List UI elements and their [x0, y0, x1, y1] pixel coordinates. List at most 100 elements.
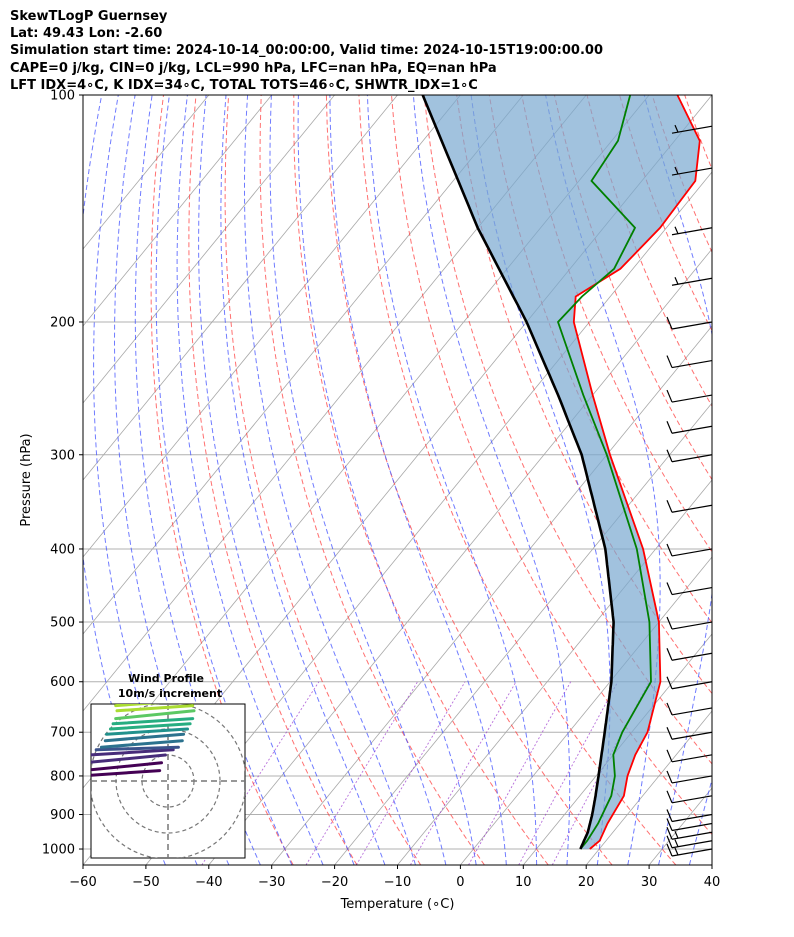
wind-barb-staff [671, 454, 713, 463]
wind-barb-staff [671, 586, 713, 596]
hodograph-segment [114, 704, 160, 708]
hodograph-title: Wind Profile [128, 672, 204, 685]
wind-barb-half-flag [674, 226, 679, 234]
hodograph-segment [91, 769, 162, 777]
wind-barb [671, 276, 713, 286]
wind-barb [666, 835, 713, 849]
y-tick-label: 400 [50, 542, 75, 557]
isotherm-line [397, 479, 712, 865]
x-axis-label: Temperature (∘C) [340, 897, 455, 912]
hodograph-segment [91, 753, 167, 764]
wind-barb-staff [671, 504, 713, 513]
wind-barb-staff [671, 840, 713, 849]
wind-barb [666, 389, 713, 403]
wind-barb-staff [671, 795, 713, 804]
x-tick-label: 30 [641, 875, 658, 890]
isotherm-line [585, 710, 712, 865]
x-tick-label: −20 [321, 875, 348, 890]
x-tick-label: 40 [704, 875, 721, 890]
x-tick-label: −40 [195, 875, 222, 890]
mixing-ratio-line [518, 681, 619, 865]
wind-barb-flag [666, 809, 673, 822]
wind-barb-staff [671, 227, 713, 236]
wind-barb [671, 124, 713, 134]
dry-adiabat [259, 95, 485, 865]
dry-adiabat [750, 95, 794, 865]
wind-barbs [666, 124, 713, 857]
dry-adiabat [188, 95, 358, 865]
y-tick-label: 1000 [42, 843, 75, 858]
moist-adiabat [198, 95, 355, 865]
isotherm-line [145, 171, 712, 865]
wind-barb-half-flag [674, 839, 679, 847]
wind-barb-staff [671, 359, 713, 369]
wind-barb-half-flag [674, 124, 679, 133]
wind-barb-staff [671, 621, 713, 630]
wind-barb [666, 843, 713, 857]
wind-barb [666, 676, 713, 690]
title-times: Simulation start time: 2024-10-14_00:00:… [10, 43, 603, 59]
wind-barb [666, 790, 713, 804]
wind-barb-staff [671, 754, 713, 763]
wind-barb-flag [666, 316, 673, 330]
title-indices-line: LFT IDX=4∘C, K IDX=34∘C, TOTAL TOTS=46∘C… [10, 77, 478, 93]
wind-barb-flag [666, 843, 673, 857]
mixing-ratio-line [305, 681, 418, 865]
wind-barb [666, 648, 713, 661]
mixing-ratio-line [551, 681, 650, 865]
wind-barb-flag [666, 749, 673, 763]
wind-barb-staff [671, 652, 713, 661]
wind-barb-flag [666, 355, 673, 368]
hodograph-segment [103, 732, 186, 743]
wind-barb-half-flag [674, 830, 679, 839]
moist-adiabat [220, 95, 386, 865]
wind-barb-staff [671, 831, 713, 840]
wind-barb-flag [666, 676, 673, 689]
title-station: SkewTLogP Guernsey [10, 9, 168, 24]
wind-barb-flag [666, 500, 673, 513]
chart-title-block: SkewTLogP Guernsey Lat: 49.43 Lon: -2.60… [10, 8, 603, 94]
wind-barb [666, 500, 713, 513]
wind-barb-staff [671, 167, 713, 176]
wind-barb [666, 582, 713, 596]
wind-barb-flag [666, 449, 673, 462]
wind-barb-flag [666, 790, 673, 804]
mixing-ratio-line [355, 681, 466, 865]
wind-barb [666, 316, 713, 330]
moist-adiabat [244, 95, 416, 865]
dry-adiabat [521, 95, 712, 553]
isotherm-line [83, 95, 524, 635]
moist-adiabat [720, 95, 794, 865]
x-tick-label: −50 [132, 875, 159, 890]
x-tick-label: −10 [384, 875, 411, 890]
wind-barb [666, 818, 713, 832]
y-tick-label: 800 [50, 769, 75, 784]
moist-adiabat [412, 95, 571, 865]
hodograph-segment [111, 717, 195, 726]
x-tick-label: −30 [258, 875, 285, 890]
wind-barb [671, 226, 713, 236]
moist-adiabat [752, 95, 794, 865]
wind-barb [666, 616, 713, 630]
wind-barb-flag [666, 770, 673, 784]
wind-barb-half-flag [674, 166, 679, 175]
wind-barb-half-flag [674, 847, 679, 856]
wind-barb-staff [671, 848, 713, 857]
wind-barb-staff [671, 822, 713, 832]
title-cape-line: CAPE=0 j/kg, CIN=0 j/kg, LCL=990 hPa, LF… [10, 60, 497, 76]
wind-barb-staff [671, 731, 713, 740]
wind-barb [666, 421, 713, 434]
wind-barb-flag [666, 726, 673, 740]
isotherm-line [83, 95, 398, 481]
isotherm-line [711, 864, 712, 865]
moist-adiabat [643, 95, 712, 865]
moist-adiabat [269, 95, 447, 865]
y-axis-label: Pressure (hPa) [19, 433, 34, 526]
wind-barb [666, 770, 713, 784]
mixing-ratio-line [468, 681, 572, 865]
y-tick-label: 600 [50, 675, 75, 690]
wind-barb-flag [666, 826, 673, 840]
wind-barb-flag [666, 702, 673, 716]
moist-adiabat [297, 95, 477, 865]
